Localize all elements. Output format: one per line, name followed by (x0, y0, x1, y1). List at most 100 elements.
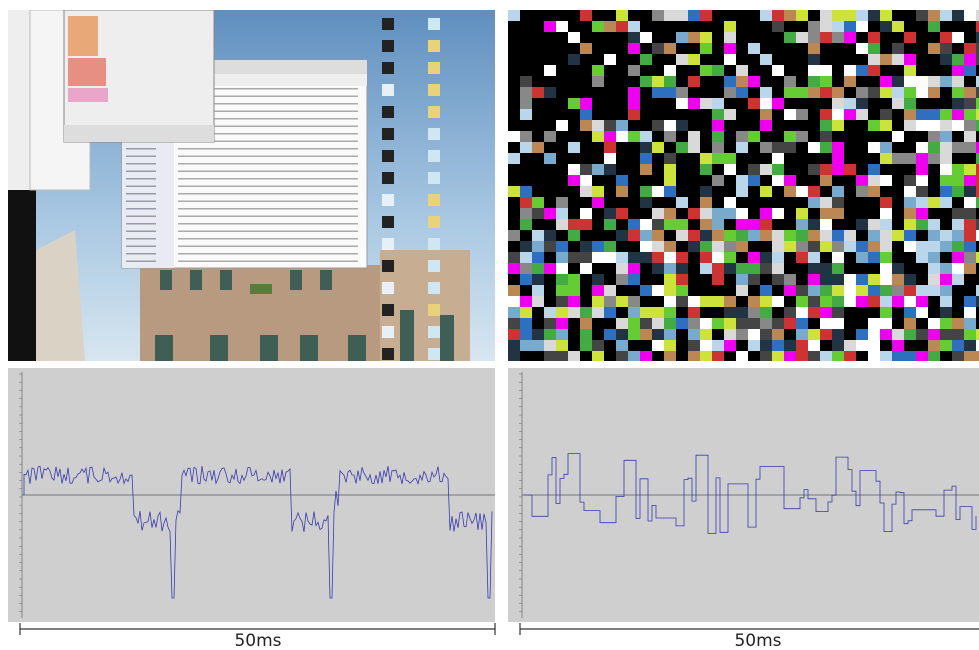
noise-pixel (916, 43, 928, 54)
noise-pixel (928, 175, 940, 186)
noise-pixel (856, 21, 868, 32)
noise-pixel (904, 252, 916, 263)
noise-pixel (580, 263, 592, 274)
noise-pixel (796, 340, 808, 351)
noise-pixel (868, 142, 880, 153)
noise-pixel (916, 274, 928, 285)
noise-pixel (736, 65, 748, 76)
noise-pixel (508, 208, 520, 219)
noise-pixel (784, 252, 796, 263)
icon (382, 62, 394, 74)
noise-pixel (700, 318, 712, 329)
noise-pixel (676, 98, 688, 109)
noise-pixel (700, 241, 712, 252)
noise-pixel (880, 21, 892, 32)
list-row (126, 208, 156, 210)
noise-pixel (796, 186, 808, 197)
noise-pixel (808, 87, 820, 98)
noise-pixel (844, 329, 856, 340)
noise-pixel (820, 76, 832, 87)
noise-pixel (916, 175, 928, 186)
noise-pixel (880, 76, 892, 87)
noise-pixel (760, 186, 772, 197)
noise-pixel (868, 307, 880, 318)
noise-pixel (628, 21, 640, 32)
noise-pixel (664, 164, 676, 175)
noise-pixel (676, 197, 688, 208)
list-row (178, 148, 358, 150)
list-row (178, 261, 358, 263)
noise-pixel (820, 208, 832, 219)
icon (428, 304, 440, 316)
noise-pixel (940, 175, 952, 186)
noise-pixel (724, 230, 736, 241)
noise-pixel (664, 87, 676, 98)
noise-pixel (688, 32, 700, 43)
noise-pixel (544, 263, 556, 274)
noise-pixel (628, 219, 640, 230)
noise-pixel (880, 175, 892, 186)
noise-pixel (868, 219, 880, 230)
noise-pixel (784, 131, 796, 142)
noise-pixel (568, 142, 580, 153)
noise-pixel (832, 351, 844, 362)
noise-pixel (964, 263, 976, 274)
noise-pixel (964, 329, 976, 340)
noise-pixel (700, 98, 712, 109)
noise-pixel (772, 10, 784, 21)
list-row (126, 171, 156, 173)
noise-pixel (628, 43, 640, 54)
noise-pixel (916, 219, 928, 230)
noise-pixel (772, 131, 784, 142)
noise-pixel (820, 329, 832, 340)
noise-pixel (868, 175, 880, 186)
noise-pixel (664, 43, 676, 54)
noise-pixel (952, 274, 964, 285)
noise-pixel (916, 340, 928, 351)
noise-pixel (868, 186, 880, 197)
noise-pixel (544, 153, 556, 164)
noise-pixel (508, 153, 520, 164)
noise-pixel (892, 318, 904, 329)
noise-pixel (676, 285, 688, 296)
noise-pixel (676, 252, 688, 263)
noise-pixel (604, 164, 616, 175)
noise-pixel (580, 175, 592, 186)
noise-pixel (964, 98, 976, 109)
noise-pixel (844, 230, 856, 241)
noise-pixel (940, 153, 952, 164)
noise-pixel (808, 197, 820, 208)
noise-pixel (664, 285, 676, 296)
noise-pixel (508, 263, 520, 274)
noise-pixel (760, 164, 772, 175)
noise-pixel (868, 10, 880, 21)
noise-pixel (784, 263, 796, 274)
noise-pixel (772, 32, 784, 43)
noise-pixel (928, 43, 940, 54)
noise-pixel (808, 318, 820, 329)
noise-pixel (676, 120, 688, 131)
noise-pixel (880, 340, 892, 351)
noise-pixel (808, 219, 820, 230)
noise-pixel (700, 263, 712, 274)
noise-pixel (676, 263, 688, 274)
noise-pixel (508, 329, 520, 340)
noise-pixel (832, 274, 844, 285)
noise-pixel (952, 54, 964, 65)
noise-pixel (580, 252, 592, 263)
noise-pixel (712, 285, 724, 296)
noise-pixel (940, 65, 952, 76)
noise-pixel (556, 230, 568, 241)
noise-pixel (928, 296, 940, 307)
noise-pixel (820, 175, 832, 186)
noise-pixel (820, 32, 832, 43)
noise-pixel (532, 263, 544, 274)
noise-pixel (796, 230, 808, 241)
list-row (126, 261, 156, 263)
noise-pixel (532, 274, 544, 285)
noise-pixel (892, 307, 904, 318)
noise-pixel (772, 164, 784, 175)
noise-pixel (760, 109, 772, 120)
noise-pixel (724, 329, 736, 340)
noise-pixel (544, 21, 556, 32)
